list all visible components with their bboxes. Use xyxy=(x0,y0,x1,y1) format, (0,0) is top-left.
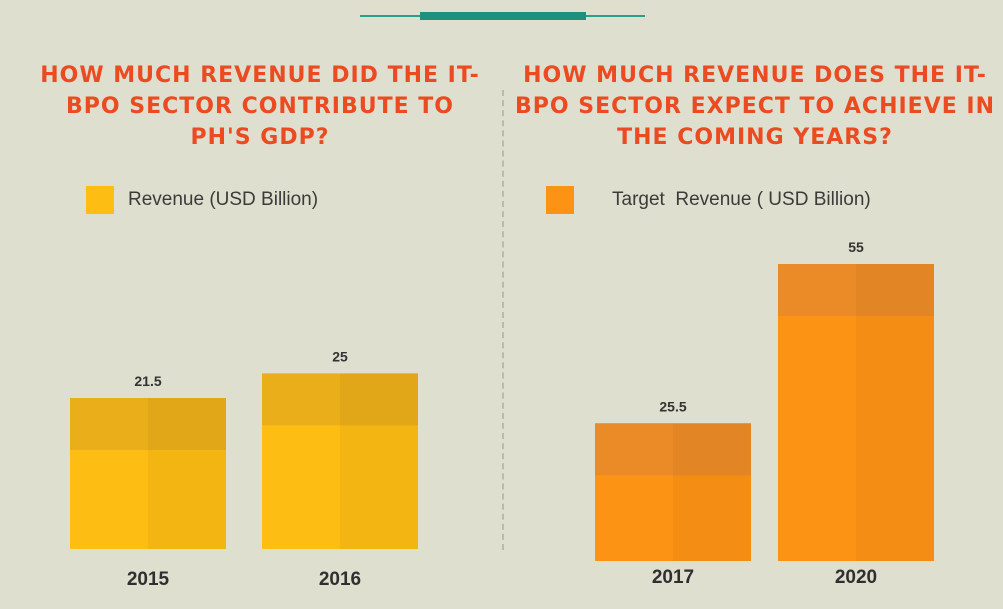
legend-label: Revenue (USD Billion) xyxy=(128,189,319,210)
left-legend: Revenue (USD Billion) xyxy=(86,186,318,214)
category-label: 2015 xyxy=(127,569,170,590)
bar-cap xyxy=(70,398,226,450)
bar-shade xyxy=(148,398,226,549)
legend-swatch xyxy=(546,186,574,214)
legend-swatch xyxy=(86,186,114,214)
bar-cap xyxy=(595,423,751,476)
bar-shade xyxy=(856,264,934,561)
bar-cap xyxy=(262,373,418,426)
panel-divider xyxy=(502,90,504,550)
data-label: 21.5 xyxy=(134,373,161,389)
category-label: 2016 xyxy=(319,569,361,590)
bar-shade xyxy=(340,373,418,549)
data-label: 25 xyxy=(332,348,348,364)
legend-label: Target Revenue ( USD Billion) xyxy=(612,189,871,210)
bar-cap xyxy=(778,264,934,316)
data-label: 25.5 xyxy=(659,398,686,414)
category-label: 2017 xyxy=(652,567,694,588)
right-chart-title: HOW MUCH REVENUE DOES THE IT-BPO SECTOR … xyxy=(515,63,996,150)
header-rule-accent xyxy=(420,12,586,20)
right-legend: Target Revenue ( USD Billion) xyxy=(546,186,871,214)
bar-shade xyxy=(673,423,751,561)
left-chart-title: HOW MUCH REVENUE DID THE IT-BPO SECTOR C… xyxy=(40,63,480,150)
data-label: 55 xyxy=(848,239,864,255)
category-label: 2020 xyxy=(835,567,877,588)
